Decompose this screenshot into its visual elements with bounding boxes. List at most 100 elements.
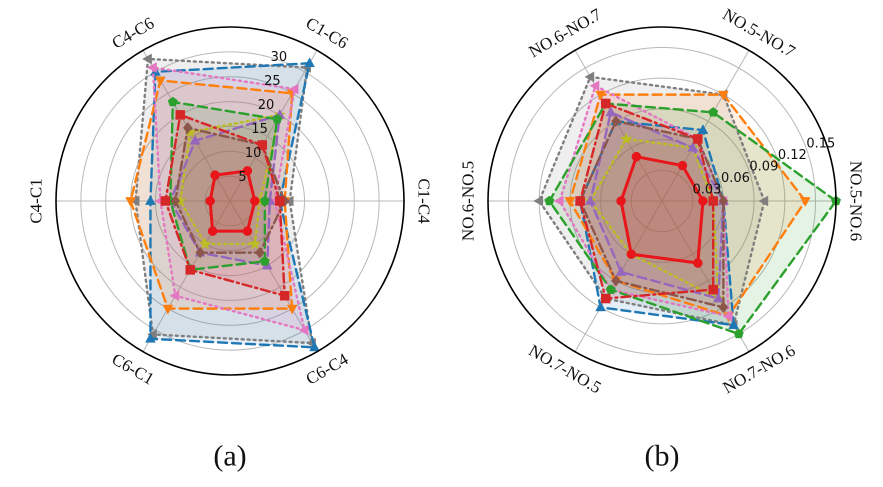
series-group <box>125 53 320 352</box>
axis-label: NO.6-NO.7 <box>525 4 604 61</box>
data-point <box>626 249 637 259</box>
data-point <box>708 284 718 295</box>
series-area-gray-dotted <box>135 58 313 344</box>
data-point <box>733 328 744 339</box>
data-point <box>155 76 166 87</box>
axis-label: C1-C4 <box>415 178 434 224</box>
data-point <box>286 304 298 315</box>
panel-label: (a) <box>213 440 246 473</box>
data-point <box>309 341 320 352</box>
data-point <box>298 324 309 336</box>
data-point <box>718 195 729 207</box>
data-point <box>722 310 733 322</box>
series-area-orange-dashed <box>569 94 806 317</box>
spoke-line <box>661 50 750 202</box>
data-point <box>693 258 703 268</box>
data-point <box>195 246 205 259</box>
radial-tick-label: 0.09 <box>749 159 778 174</box>
data-point <box>697 124 709 134</box>
series-area-purple-dashed <box>170 114 280 266</box>
data-point <box>259 256 270 266</box>
data-point <box>687 141 699 152</box>
radial-tick-label: 0.12 <box>778 148 807 163</box>
data-point <box>182 122 193 134</box>
series-red-dashdot <box>160 110 290 301</box>
spoke-line <box>229 200 318 352</box>
data-point <box>242 226 253 236</box>
series-group <box>533 71 842 339</box>
data-point <box>167 96 178 107</box>
series-area-olive-dotted <box>180 114 280 245</box>
data-point <box>631 151 642 162</box>
spoke-line <box>142 200 231 352</box>
radial-tick-label: 25 <box>264 74 281 89</box>
data-point <box>615 265 627 276</box>
axis-label: NO.5-NO.6 <box>847 161 866 241</box>
radial-tick-label: 0.06 <box>721 171 750 186</box>
data-point <box>600 98 611 109</box>
data-point <box>160 196 171 206</box>
data-point <box>170 195 181 207</box>
radial-tick-label: 10 <box>245 146 262 161</box>
data-point <box>708 107 719 117</box>
data-point <box>758 195 769 207</box>
data-point <box>595 301 606 312</box>
data-point <box>584 195 596 205</box>
data-point <box>600 293 611 304</box>
series-red-solid <box>616 151 708 268</box>
data-point <box>304 57 315 68</box>
series-area-olive-dotted <box>590 138 719 299</box>
data-point <box>272 113 283 124</box>
panel-label: (b) <box>645 440 680 473</box>
axis-label: NO.6-NO.5 <box>459 161 478 241</box>
series-area-purple-dashed <box>590 112 724 299</box>
radial-tick-label: 0.03 <box>692 182 721 197</box>
radial-tick-label: 5 <box>238 170 246 185</box>
series-red-dashdot <box>575 98 718 304</box>
data-point <box>145 332 156 343</box>
data-point <box>575 196 585 206</box>
series-area-red-solid <box>621 156 703 264</box>
data-point <box>142 53 152 65</box>
axis-label: NO.7-NO.6 <box>719 341 798 398</box>
data-point <box>257 140 268 150</box>
data-point <box>147 62 157 73</box>
data-point <box>205 196 215 206</box>
data-point <box>712 292 724 303</box>
radial-tick-label: 30 <box>271 50 288 65</box>
data-point <box>718 90 729 101</box>
series-red-solid <box>205 166 260 236</box>
data-point <box>677 160 688 171</box>
radial-tick-label: 20 <box>258 98 275 113</box>
axis-label: NO.5-NO.7 <box>719 5 798 62</box>
data-point <box>605 106 617 117</box>
data-point <box>198 237 212 250</box>
data-point <box>553 195 564 207</box>
series-area-green-dashed <box>549 103 836 334</box>
data-point <box>145 195 156 205</box>
radial-tick-label: 15 <box>251 122 268 137</box>
data-point <box>799 197 811 207</box>
spoke-line <box>574 200 663 352</box>
data-point <box>605 284 616 294</box>
data-point <box>698 196 708 206</box>
data-point <box>611 274 621 287</box>
series-area-red-dashdot <box>580 103 714 299</box>
axis-label: C4-C1 <box>27 178 46 223</box>
data-point <box>259 195 270 206</box>
data-point <box>584 71 595 83</box>
data-point <box>207 226 218 236</box>
data-point <box>125 197 136 207</box>
data-point <box>274 196 285 206</box>
data-point <box>564 197 576 207</box>
data-point <box>248 237 262 250</box>
data-point <box>693 134 703 144</box>
outer-frame <box>487 26 837 376</box>
data-point <box>718 301 729 314</box>
data-point <box>210 170 220 180</box>
series-area-red-solid <box>210 170 255 232</box>
data-point <box>288 83 299 95</box>
data-point <box>728 319 740 329</box>
